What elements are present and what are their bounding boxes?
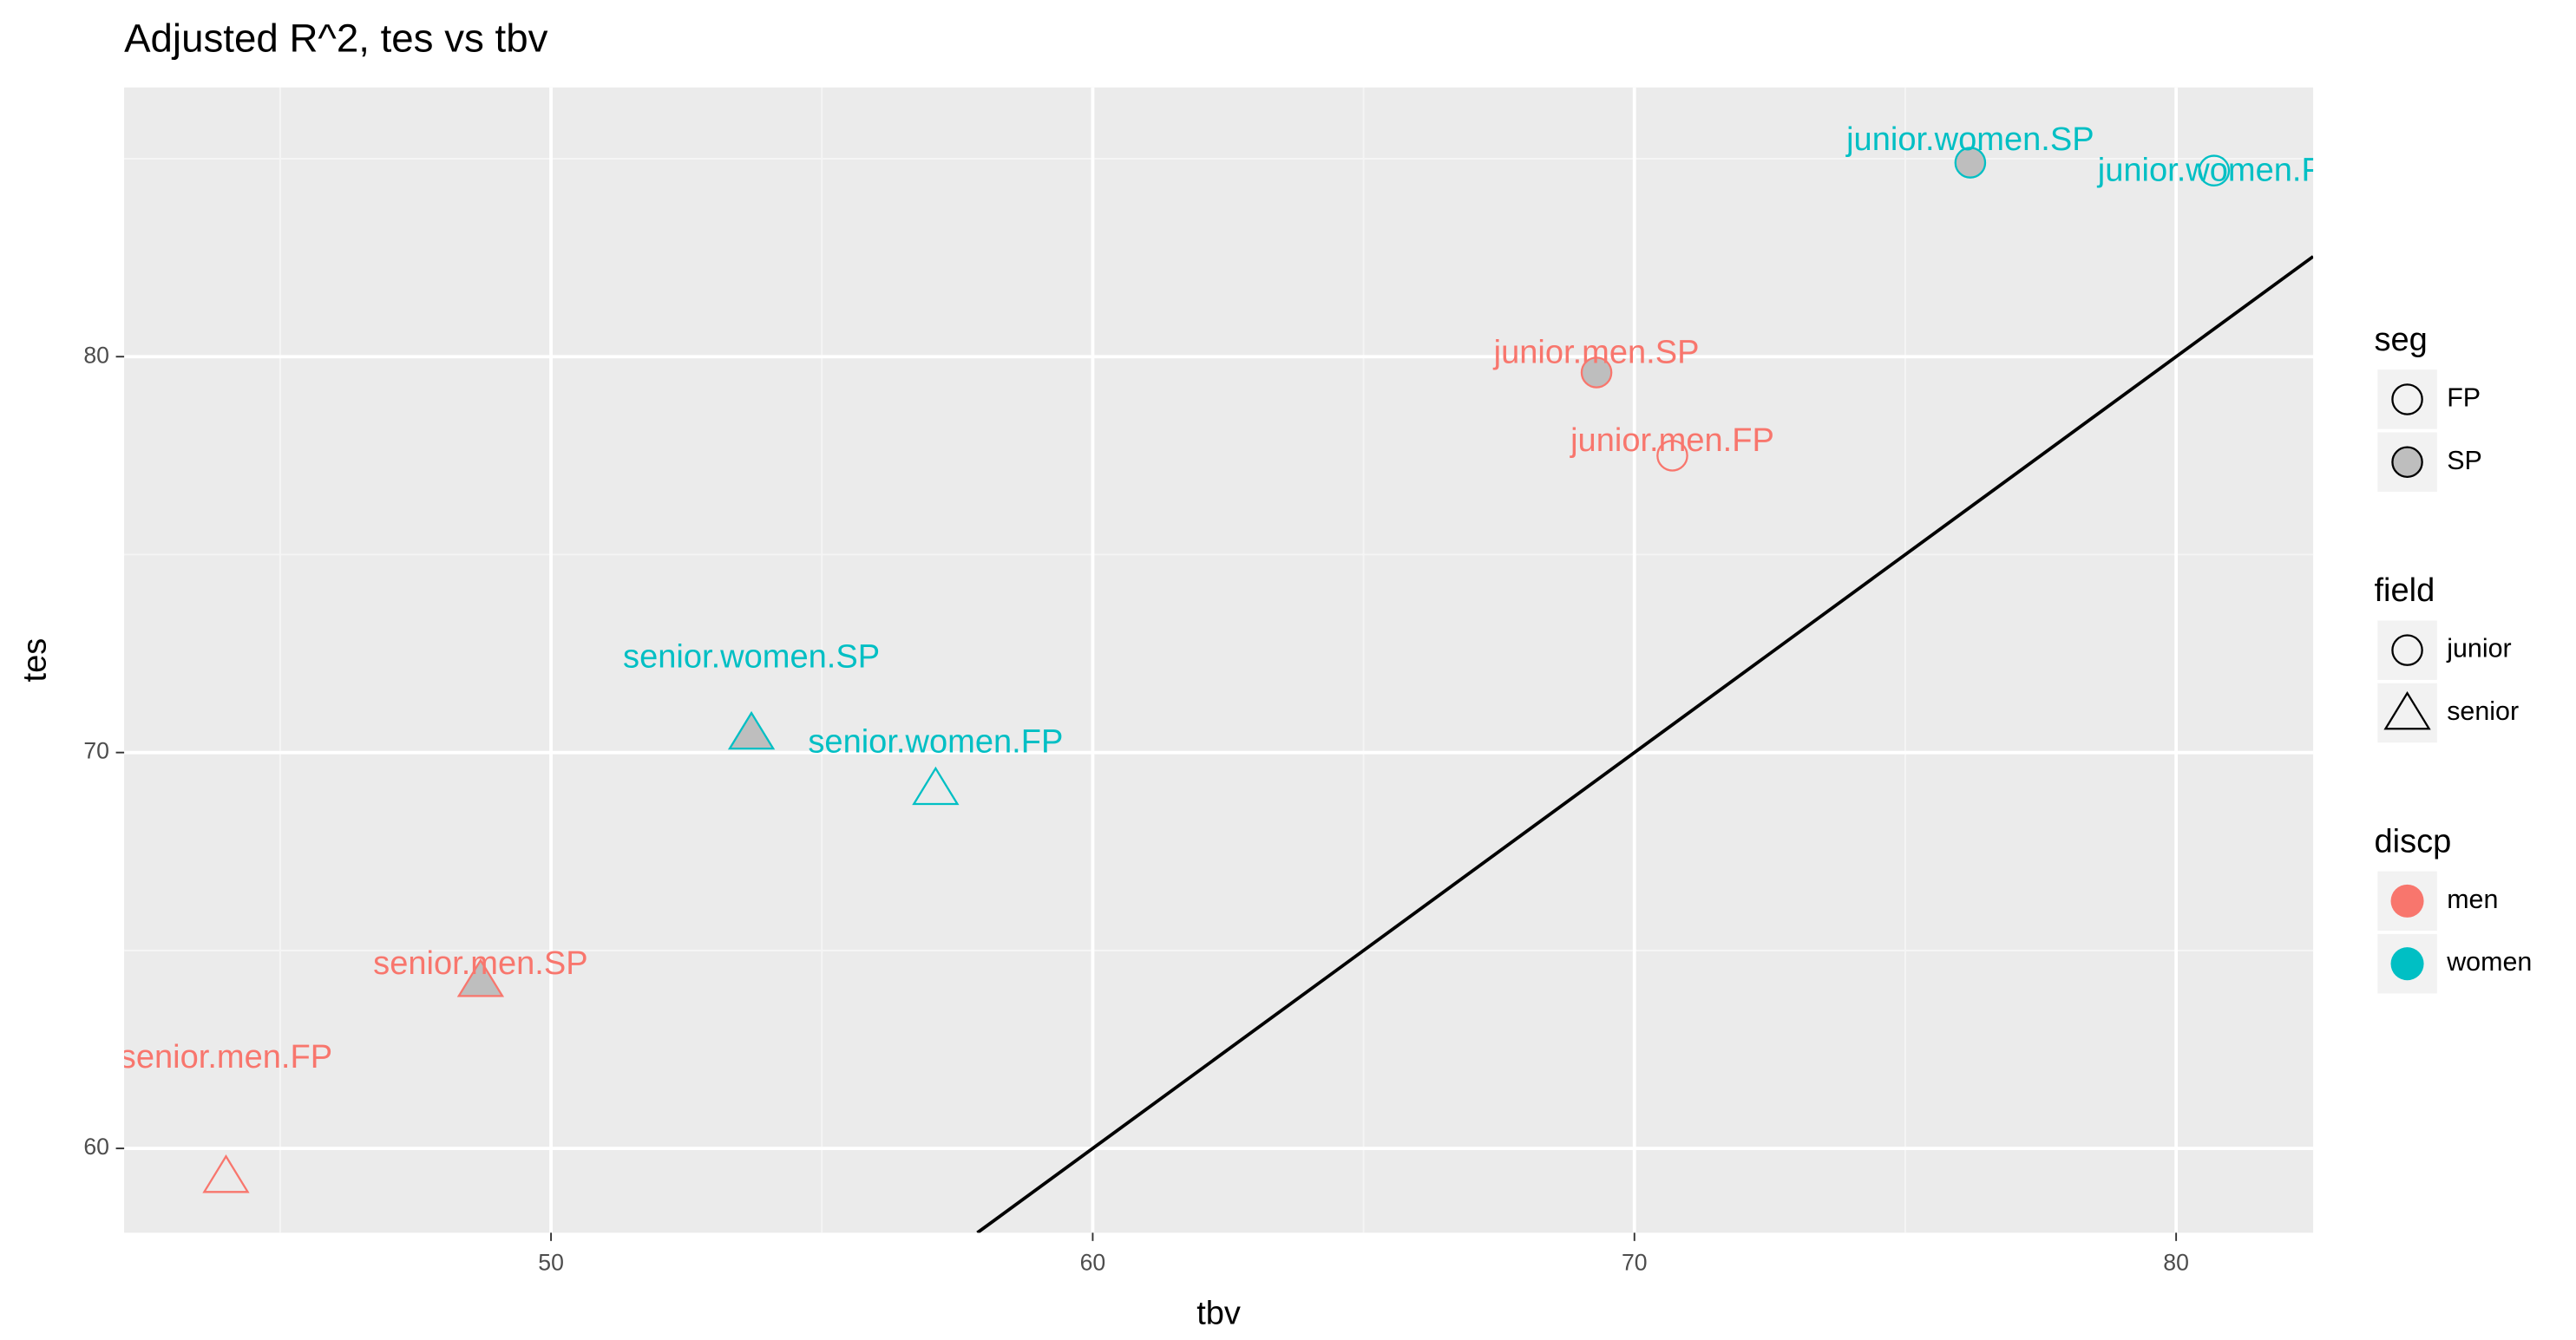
axes: 50 60 70 80 60 70 80 [83,342,2189,1275]
point [1580,356,1613,389]
x-tick-label: 50 [538,1250,564,1276]
legend-symbol [2390,884,2424,918]
legend-title: discp [2374,823,2451,860]
y-axis-title: tes [16,638,53,683]
legend-symbol [2390,947,2424,981]
point [2198,154,2231,186]
legend-symbol [2383,690,2431,730]
y-tick-label: 80 [83,342,109,368]
legend: seg FP SP field junior senior discp men women [2374,322,2532,994]
y-tick-label: 60 [83,1134,109,1160]
legend-label: junior [2446,634,2511,663]
point [202,1154,250,1193]
x-tick-label: 70 [1622,1250,1648,1276]
legend-label: women [2446,947,2532,977]
legend-key [2377,369,2437,429]
chart-title: Adjusted R^2, tes vs tbv [124,16,548,61]
point-label: senior.women.SP [623,638,880,675]
legend-label: SP [2447,446,2482,475]
y-tick-label: 70 [83,738,109,764]
point [912,766,960,806]
grid [124,87,2314,1233]
legend-label: men [2447,885,2498,914]
point [1656,440,1688,472]
x-axis-title: tbv [1196,1296,1241,1332]
point-label: junior.women.FP [2097,153,2343,189]
legend-symbol [2391,383,2423,415]
legend-title: field [2374,572,2435,609]
point [727,710,776,750]
point-label: junior.men.SP [1493,335,1700,371]
panel [124,87,2314,1233]
point-label: senior.women.FP [808,723,1063,760]
x-tick-label: 60 [1080,1250,1106,1276]
legend-title: seg [2374,322,2427,358]
point-label: junior.women.SP [1845,121,2094,158]
point [1954,147,1987,179]
legend-symbol [2391,446,2423,479]
reference-line [976,255,2314,1233]
legend-label: FP [2447,383,2481,413]
x-tick-label: 80 [2163,1250,2189,1276]
point-label: senior.men.FP [120,1039,332,1075]
legend-key [2377,620,2437,680]
legend-label: senior [2447,696,2519,726]
point-label: senior.men.SP [373,945,587,982]
point [456,958,505,997]
legend-symbol [2391,634,2423,666]
point-label: junior.men.FP [1570,422,1774,459]
